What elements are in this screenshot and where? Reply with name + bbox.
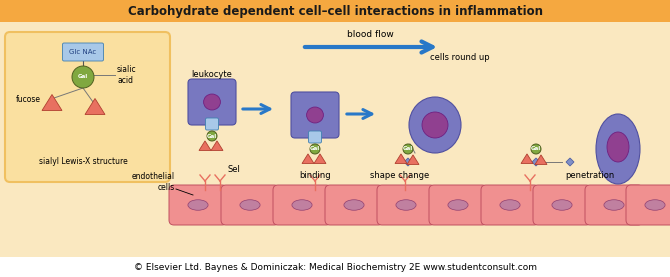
Polygon shape <box>302 154 314 163</box>
Ellipse shape <box>422 112 448 138</box>
Ellipse shape <box>596 114 640 184</box>
FancyBboxPatch shape <box>325 185 383 225</box>
Polygon shape <box>532 158 540 166</box>
Ellipse shape <box>604 200 624 210</box>
Ellipse shape <box>240 200 260 210</box>
Polygon shape <box>42 94 62 111</box>
Text: cells round up: cells round up <box>430 53 490 62</box>
Text: penetration: penetration <box>565 171 614 180</box>
Text: Gal: Gal <box>310 147 320 152</box>
FancyBboxPatch shape <box>585 185 643 225</box>
Ellipse shape <box>607 132 629 162</box>
Polygon shape <box>404 158 412 166</box>
FancyBboxPatch shape <box>429 185 487 225</box>
Text: endothelial
cells: endothelial cells <box>132 172 175 192</box>
Circle shape <box>531 144 541 154</box>
Text: blood flow: blood flow <box>346 30 393 39</box>
Text: Gal: Gal <box>403 147 413 152</box>
Text: sialic
acid: sialic acid <box>117 65 137 85</box>
Ellipse shape <box>645 200 665 210</box>
Ellipse shape <box>292 200 312 210</box>
Text: shape change: shape change <box>371 171 429 180</box>
Text: Glc NAc: Glc NAc <box>70 49 96 55</box>
FancyBboxPatch shape <box>221 185 279 225</box>
Text: binding: binding <box>299 171 331 180</box>
Circle shape <box>207 131 217 141</box>
Text: © Elsevier Ltd. Baynes & Dominiczak: Medical Biochemistry 2E www.studentconsult.: © Elsevier Ltd. Baynes & Dominiczak: Med… <box>133 263 537 271</box>
Polygon shape <box>566 158 574 166</box>
Polygon shape <box>395 154 407 163</box>
Polygon shape <box>521 154 533 163</box>
FancyBboxPatch shape <box>273 185 331 225</box>
FancyBboxPatch shape <box>62 43 103 61</box>
Ellipse shape <box>344 200 364 210</box>
Ellipse shape <box>204 94 220 110</box>
Polygon shape <box>535 155 547 165</box>
Polygon shape <box>199 141 211 150</box>
Circle shape <box>72 66 94 88</box>
Text: leukocyte: leukocyte <box>192 70 232 79</box>
Text: fucose: fucose <box>15 94 40 104</box>
Text: Gal: Gal <box>207 134 217 138</box>
Text: Gal: Gal <box>531 147 541 152</box>
Ellipse shape <box>188 200 208 210</box>
Ellipse shape <box>552 200 572 210</box>
FancyBboxPatch shape <box>169 185 227 225</box>
FancyBboxPatch shape <box>481 185 539 225</box>
Circle shape <box>403 144 413 154</box>
Ellipse shape <box>448 200 468 210</box>
Ellipse shape <box>396 200 416 210</box>
Polygon shape <box>407 155 419 165</box>
FancyBboxPatch shape <box>377 185 435 225</box>
FancyBboxPatch shape <box>0 0 670 22</box>
FancyBboxPatch shape <box>291 92 339 138</box>
FancyBboxPatch shape <box>0 22 670 257</box>
FancyBboxPatch shape <box>5 32 170 182</box>
Ellipse shape <box>500 200 520 210</box>
Text: Gal: Gal <box>78 75 88 79</box>
Text: sialyl Lewis-X structure: sialyl Lewis-X structure <box>39 158 127 166</box>
FancyBboxPatch shape <box>626 185 670 225</box>
FancyBboxPatch shape <box>533 185 591 225</box>
FancyBboxPatch shape <box>206 118 218 130</box>
FancyBboxPatch shape <box>308 131 322 143</box>
Ellipse shape <box>307 107 324 123</box>
Circle shape <box>310 144 320 154</box>
FancyBboxPatch shape <box>188 79 236 125</box>
Ellipse shape <box>409 97 461 153</box>
Text: Carbohydrate dependent cell–cell interactions in inflammation: Carbohydrate dependent cell–cell interac… <box>127 4 543 17</box>
Text: Sel: Sel <box>228 165 241 173</box>
Polygon shape <box>85 99 105 114</box>
Polygon shape <box>314 154 326 163</box>
Polygon shape <box>211 141 223 150</box>
